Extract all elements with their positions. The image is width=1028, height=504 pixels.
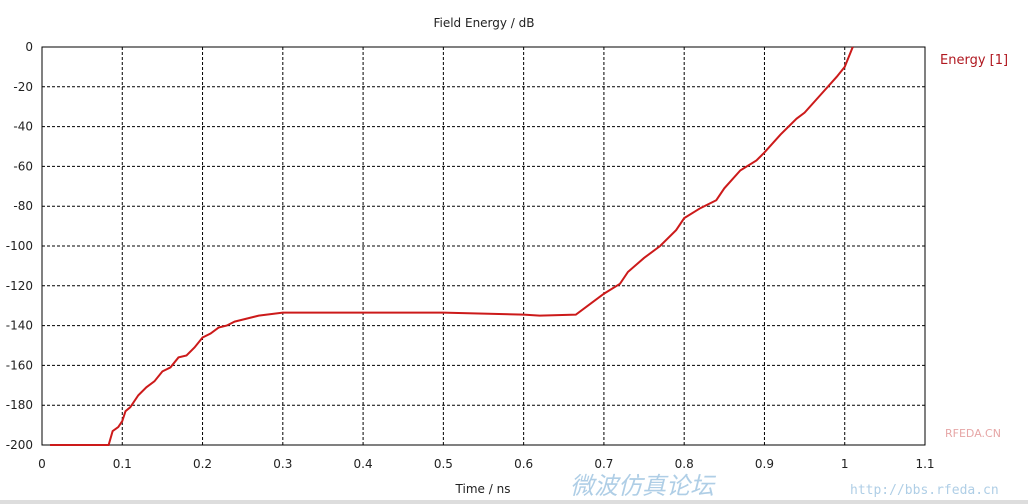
plot-frame xyxy=(41,46,926,446)
x-tick-label: 0.5 xyxy=(434,457,453,471)
x-tick-label: 0.6 xyxy=(514,457,533,471)
x-tick-label: 0.8 xyxy=(675,457,694,471)
y-tick-label: -20 xyxy=(13,80,33,94)
x-axis-label: Time / ns xyxy=(455,482,511,496)
x-tick-label: 0.7 xyxy=(594,457,613,471)
y-tick-label: -180 xyxy=(6,398,33,412)
y-tick-label: -120 xyxy=(6,279,33,293)
bottom-border xyxy=(0,500,1028,504)
x-tick-label: 0.2 xyxy=(193,457,212,471)
watermark-brand: RFEDA.CN xyxy=(945,427,1001,440)
x-tick-label: 0.9 xyxy=(755,457,774,471)
watermark-cn: 微波仿真论坛 xyxy=(570,472,714,500)
y-tick-label: -40 xyxy=(13,120,33,134)
chart-title: Field Energy / dB xyxy=(433,16,534,30)
y-tick-label: -80 xyxy=(13,199,33,213)
y-tick-label: -60 xyxy=(13,159,33,173)
x-tick-label: 1.1 xyxy=(915,457,934,471)
x-tick-label: 0.1 xyxy=(113,457,132,471)
y-tick-label: -140 xyxy=(6,319,33,333)
x-tick-label: 0.4 xyxy=(354,457,373,471)
y-tick-label: -160 xyxy=(6,358,33,372)
watermark-url: http://bbs.rfeda.cn xyxy=(850,483,999,498)
series-energy-line xyxy=(50,46,854,446)
x-tick-label: 0 xyxy=(38,457,46,471)
y-tick-label: -100 xyxy=(6,239,33,253)
legend-entry-energy: Energy [1] xyxy=(940,53,1009,68)
x-tick-label: 1 xyxy=(841,457,849,471)
x-tick-label: 0.3 xyxy=(273,457,292,471)
y-tick-label: 0 xyxy=(25,40,33,54)
y-tick-label: -200 xyxy=(6,438,33,452)
